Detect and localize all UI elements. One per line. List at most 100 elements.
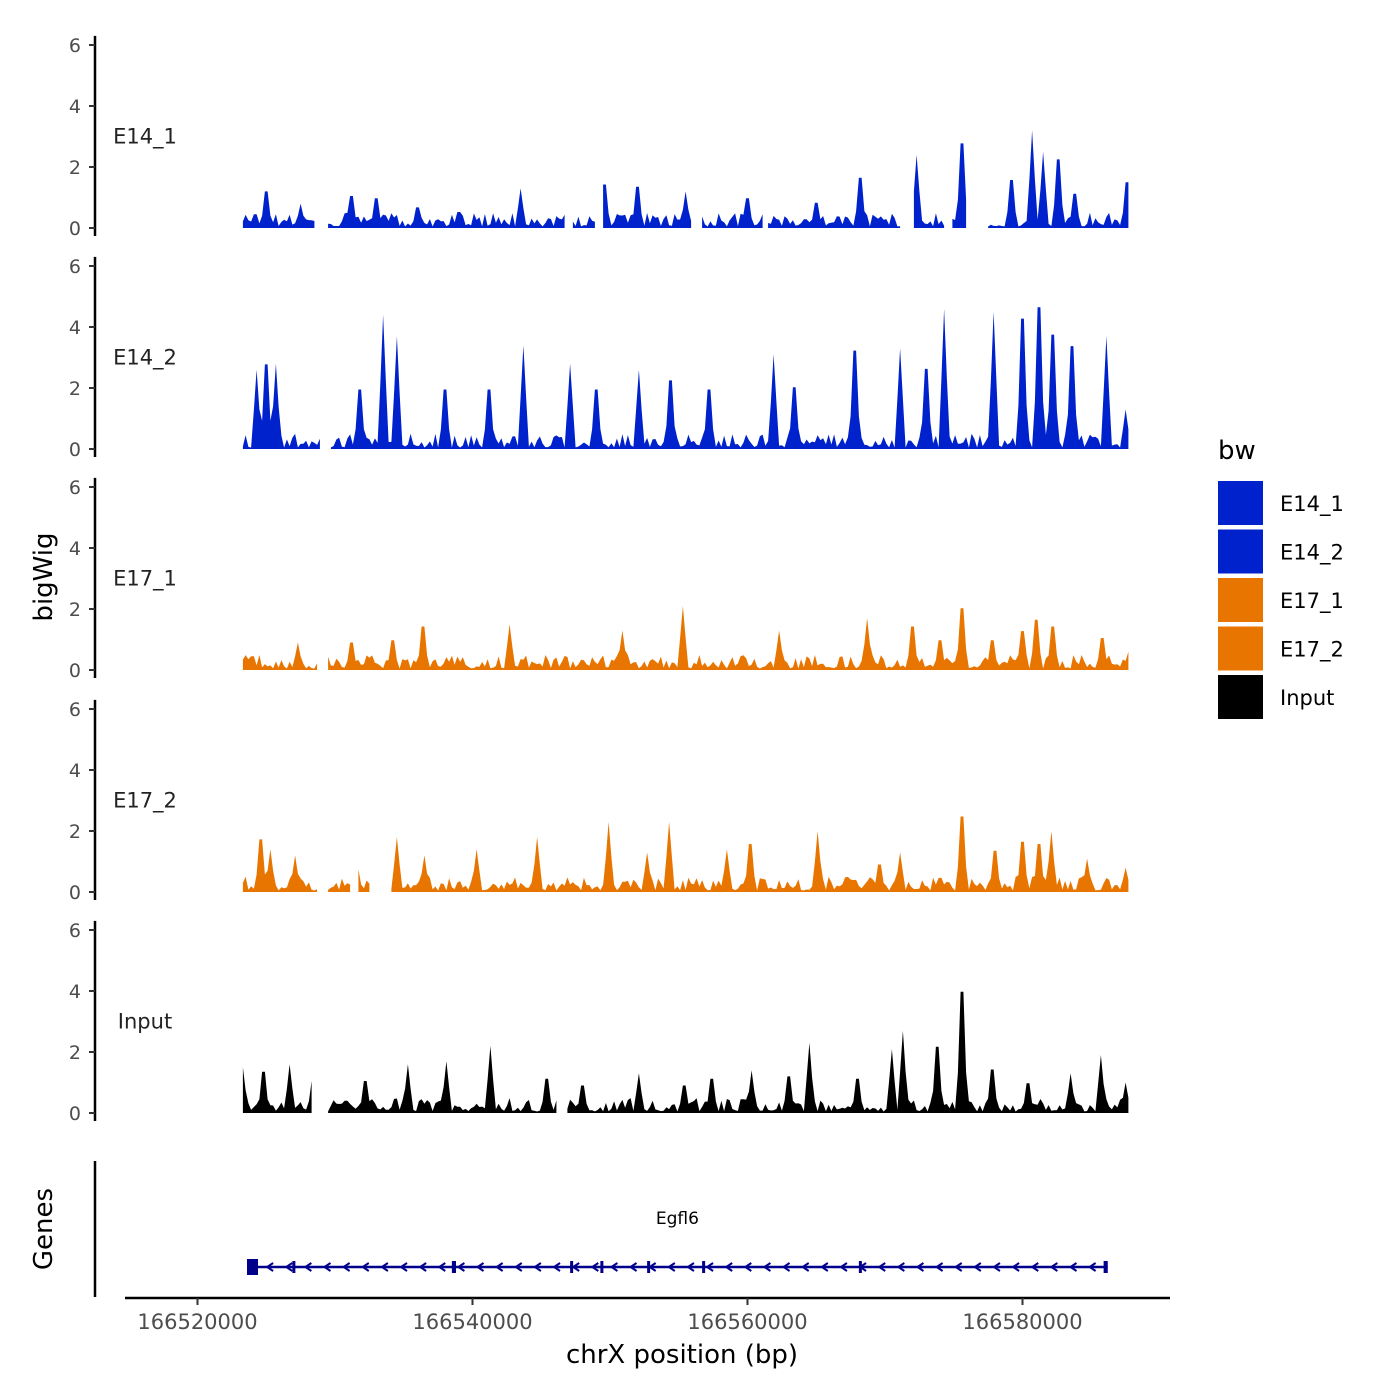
panel-label: E17_2 bbox=[113, 789, 177, 814]
legend-label: E14_2 bbox=[1280, 541, 1344, 566]
y-tick-label: 6 bbox=[69, 477, 81, 499]
exon bbox=[702, 1261, 706, 1273]
coverage-area bbox=[242, 307, 1129, 449]
y-tick-label: 0 bbox=[69, 218, 81, 240]
strand-arrow bbox=[667, 1262, 676, 1272]
panel-label: E17_1 bbox=[113, 567, 177, 592]
strand-arrow bbox=[762, 1262, 772, 1272]
panel-label: E14_2 bbox=[113, 346, 177, 371]
exon bbox=[451, 1261, 456, 1273]
y-tick-label: 6 bbox=[69, 35, 81, 57]
legend-label: E17_2 bbox=[1280, 638, 1344, 663]
strand-arrow bbox=[877, 1262, 886, 1272]
panel-label: Input bbox=[118, 1010, 172, 1034]
coverage-area bbox=[242, 816, 1129, 892]
strand-arrow bbox=[418, 1262, 427, 1272]
strand-arrow bbox=[724, 1262, 733, 1272]
strand-arrow bbox=[609, 1262, 618, 1272]
legend-key bbox=[1218, 481, 1263, 525]
y-tick-label: 4 bbox=[69, 538, 81, 560]
strand-arrow bbox=[284, 1262, 293, 1272]
x-axis: 166520000 166540000 166560000 166580000 bbox=[125, 1296, 1170, 1334]
strand-arrow bbox=[1068, 1262, 1078, 1272]
strand-arrow bbox=[1087, 1262, 1097, 1272]
strand-arrow bbox=[341, 1262, 351, 1272]
y-tick-label: 0 bbox=[69, 1103, 81, 1125]
coverage-area bbox=[242, 606, 1129, 670]
strand-arrow bbox=[820, 1262, 829, 1272]
strand-arrow bbox=[915, 1262, 925, 1272]
legend-label: E14_1 bbox=[1280, 492, 1344, 517]
exon bbox=[570, 1261, 574, 1273]
genes-panel: Egfl6 bbox=[93, 1161, 1108, 1297]
coverage-panel: 0 2 4 6 Input bbox=[69, 920, 1129, 1125]
strand-arrow bbox=[1030, 1262, 1039, 1272]
y-tick-label: 2 bbox=[69, 1042, 81, 1064]
legend-key bbox=[1218, 626, 1263, 671]
strand-arrow bbox=[781, 1262, 791, 1272]
y-tick-label: 6 bbox=[69, 699, 81, 721]
coverage-area bbox=[242, 130, 1129, 228]
legend-label: Input bbox=[1280, 686, 1334, 710]
x-tick-label: 166580000 bbox=[962, 1310, 1082, 1334]
strand-arrow bbox=[705, 1262, 714, 1272]
y-tick-label: 2 bbox=[69, 157, 81, 179]
y-tick-label: 4 bbox=[69, 981, 81, 1003]
strand-arrow bbox=[800, 1262, 810, 1272]
x-axis-title: chrX position (bp) bbox=[566, 1340, 798, 1370]
coverage-panels: 0 2 4 6 E14_1 0 2 4 6 E14_2 0 2 4 6 E17_1 0 2 4 6 E17_2 0 2 4 6… bbox=[69, 35, 1129, 1125]
coverage-area bbox=[242, 991, 1129, 1113]
y-tick-label: 0 bbox=[69, 439, 81, 461]
exon bbox=[247, 1259, 258, 1275]
strand-arrow bbox=[494, 1262, 504, 1272]
strand-arrow bbox=[360, 1262, 370, 1272]
exon bbox=[1103, 1261, 1108, 1273]
legend-label: E17_1 bbox=[1280, 589, 1344, 614]
strand-arrow bbox=[399, 1262, 408, 1272]
exon bbox=[647, 1261, 651, 1273]
strand-arrow bbox=[456, 1262, 465, 1272]
x-tick-label: 166520000 bbox=[137, 1310, 257, 1334]
coverage-panel: 0 2 4 6 E17_1 bbox=[69, 477, 1129, 682]
legend: bw E14_1 E14_2 E17_1 E17_2 Input bbox=[1218, 436, 1344, 719]
legend-key bbox=[1218, 578, 1263, 622]
y-tick-label: 2 bbox=[69, 821, 81, 843]
y-tick-label: 4 bbox=[69, 317, 81, 339]
y-tick-label: 4 bbox=[69, 96, 81, 118]
legend-key bbox=[1218, 675, 1263, 719]
y-tick-label: 2 bbox=[69, 599, 81, 621]
strand-arrow bbox=[552, 1262, 561, 1272]
strand-arrow bbox=[992, 1262, 1001, 1272]
strand-arrow bbox=[303, 1262, 312, 1272]
x-tick-label: 166540000 bbox=[412, 1310, 532, 1334]
strand-arrow bbox=[322, 1262, 332, 1272]
legend-key bbox=[1218, 529, 1263, 574]
strand-arrow bbox=[686, 1262, 695, 1272]
strand-arrow bbox=[743, 1262, 752, 1272]
y-tick-label: 6 bbox=[69, 920, 81, 942]
coverage-panel: 0 2 4 6 E14_1 bbox=[69, 35, 1129, 240]
strand-arrow bbox=[934, 1262, 944, 1272]
y-axis-title: bigWig bbox=[29, 532, 59, 621]
strand-arrow bbox=[380, 1262, 389, 1272]
coverage-panel: 0 2 4 6 E14_2 bbox=[69, 256, 1129, 461]
strand-arrow bbox=[953, 1262, 963, 1272]
strand-arrow bbox=[1011, 1262, 1020, 1272]
strand-arrow bbox=[475, 1262, 485, 1272]
strand-arrow bbox=[265, 1262, 274, 1272]
strand-arrow bbox=[437, 1262, 446, 1272]
y-tick-label: 0 bbox=[69, 882, 81, 904]
y-tick-label: 0 bbox=[69, 660, 81, 682]
x-tick-label: 166560000 bbox=[687, 1310, 807, 1334]
y-tick-label: 4 bbox=[69, 760, 81, 782]
strand-arrow bbox=[973, 1262, 982, 1272]
strand-arrow bbox=[628, 1262, 638, 1272]
coverage-panel: 0 2 4 6 E17_2 bbox=[69, 699, 1129, 904]
strand-arrow bbox=[896, 1262, 905, 1272]
exon bbox=[600, 1261, 604, 1273]
genes-track-title: Genes bbox=[29, 1188, 59, 1270]
panel-label: E14_1 bbox=[113, 125, 177, 150]
strand-arrow bbox=[533, 1262, 542, 1272]
strand-arrow bbox=[1049, 1262, 1058, 1272]
